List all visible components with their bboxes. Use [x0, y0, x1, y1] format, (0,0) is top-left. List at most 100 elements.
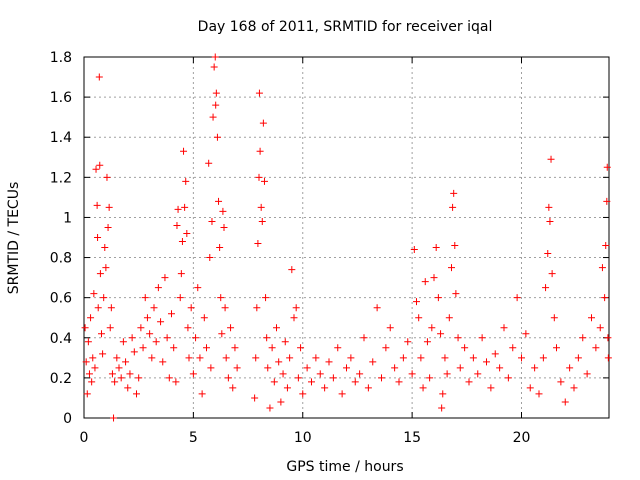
data-point [286, 354, 294, 362]
data-point [299, 390, 307, 398]
data-point [338, 390, 346, 398]
data-point [399, 354, 407, 362]
data-point [107, 304, 115, 312]
data-point [408, 370, 416, 378]
data-point [217, 294, 225, 302]
data-point [154, 284, 162, 292]
data-point [343, 364, 350, 372]
data-point [98, 330, 105, 338]
data-point [93, 201, 101, 209]
data-point [150, 304, 158, 312]
data-point [111, 378, 119, 386]
data-point [133, 390, 140, 398]
data-point [173, 221, 181, 229]
data-point [161, 274, 169, 282]
points-layer [81, 53, 612, 422]
data-point [262, 294, 270, 302]
data-point [187, 304, 195, 312]
y-tick-label: 1.8 [50, 50, 72, 66]
data-point [566, 364, 574, 372]
data-point [212, 101, 220, 109]
data-point [312, 354, 320, 362]
data-point [434, 294, 442, 302]
y-tick-label: 1.2 [50, 170, 72, 186]
data-point [325, 358, 333, 366]
chart-title: Day 168 of 2011, SRMTID for receiver iqa… [198, 19, 493, 35]
data-point [257, 203, 265, 211]
data-point [347, 354, 355, 362]
data-point [113, 354, 121, 362]
data-point [96, 270, 104, 278]
data-point [513, 294, 521, 302]
data-point [174, 205, 182, 213]
data-point [432, 244, 440, 252]
data-point [369, 358, 377, 366]
data-point [423, 338, 431, 346]
data-point [451, 242, 459, 250]
data-point [215, 197, 223, 205]
data-point [601, 294, 609, 302]
data-point [356, 370, 364, 378]
data-point [148, 354, 156, 362]
data-point [290, 314, 298, 322]
data-point [220, 223, 228, 231]
data-point [143, 314, 151, 322]
data-point [108, 370, 116, 378]
data-point [321, 384, 329, 392]
data-point [391, 364, 399, 372]
data-point [268, 344, 276, 352]
data-point [603, 163, 611, 171]
data-point [218, 330, 226, 338]
data-point [252, 354, 260, 362]
data-point [535, 390, 543, 398]
data-point [119, 338, 127, 346]
data-point [303, 364, 311, 372]
data-point [329, 374, 337, 382]
data-point [168, 310, 175, 318]
y-tick-label: 1 [63, 210, 72, 226]
data-point [264, 364, 272, 372]
data-point [200, 314, 208, 322]
data-point [526, 384, 534, 392]
x-tick-label: 10 [294, 430, 312, 446]
data-point [126, 370, 134, 378]
y-tick-label: 1.4 [50, 130, 72, 146]
data-point [101, 244, 109, 252]
data-point [105, 203, 113, 211]
y-tick-label: 0.8 [50, 251, 72, 267]
data-point [104, 223, 112, 231]
data-point [294, 374, 302, 382]
data-point [579, 334, 587, 342]
data-point [213, 133, 221, 141]
data-point [334, 344, 342, 352]
data-point [94, 304, 102, 312]
data-point [592, 344, 600, 352]
data-point [233, 364, 241, 372]
data-point [308, 378, 315, 386]
data-point [256, 147, 264, 155]
data-point [103, 173, 111, 181]
data-point [288, 266, 296, 274]
data-point [415, 314, 423, 322]
data-point [221, 304, 229, 312]
data-point [205, 159, 213, 167]
data-point [88, 378, 96, 386]
x-tick-label: 5 [189, 430, 198, 446]
data-point [231, 344, 239, 352]
data-point [395, 378, 403, 386]
data-point [159, 358, 167, 366]
data-point [604, 354, 612, 362]
data-point [163, 334, 171, 342]
x-tick-label: 0 [80, 430, 89, 446]
data-point [603, 197, 611, 205]
data-point [198, 390, 206, 398]
data-point [184, 324, 192, 332]
data-point [130, 348, 138, 356]
data-point [437, 330, 445, 338]
data-point [182, 177, 190, 185]
data-point [570, 384, 578, 392]
data-point [478, 334, 486, 342]
data-point [491, 350, 499, 358]
data-point [115, 364, 123, 372]
